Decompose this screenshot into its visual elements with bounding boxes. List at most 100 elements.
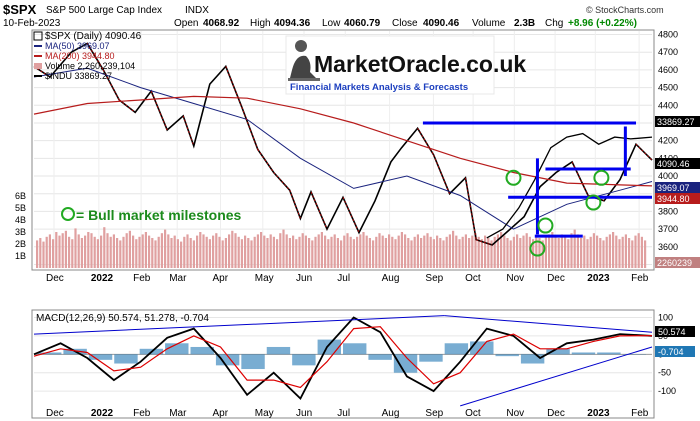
volume-bar	[423, 235, 426, 268]
price-x-tick-label: 2022	[91, 273, 114, 284]
volume-bar	[570, 233, 573, 268]
volume-bar	[557, 238, 560, 268]
macd-x-tick-label: Feb	[631, 408, 649, 419]
volume-bar	[442, 240, 445, 268]
volume-bar	[279, 233, 282, 268]
volume-bar	[247, 238, 250, 268]
legend-ma50: MA(50) 3969.07	[45, 41, 110, 51]
volume-label-box	[655, 257, 700, 268]
volume-bar	[138, 236, 141, 268]
volume-bar	[36, 240, 39, 268]
volume-bar	[346, 233, 349, 268]
header-close-value: 4090.46	[423, 18, 460, 29]
volume-bar	[87, 232, 90, 268]
volume-bar	[493, 236, 496, 268]
volume-bar	[343, 235, 346, 268]
volume-bar	[103, 227, 106, 268]
header-high-label: High	[250, 18, 271, 29]
volume-bar	[256, 234, 259, 268]
macd-hist-bar	[114, 354, 138, 364]
volume-bar	[416, 234, 419, 268]
macd-panel	[31, 309, 655, 419]
volume-bar	[432, 239, 435, 268]
volume-bar	[154, 240, 157, 268]
volume-bar	[512, 236, 515, 268]
volume-bar	[295, 239, 298, 268]
macd-x-tick-label: 2022	[91, 408, 114, 419]
volume-bar	[196, 235, 199, 268]
volume-bar	[192, 240, 195, 268]
milestone-marker	[593, 169, 610, 186]
volume-bar	[612, 232, 615, 268]
volume-bar	[477, 236, 480, 268]
volume-bar	[77, 234, 80, 268]
volume-bar	[202, 234, 205, 268]
volume-bar	[212, 235, 215, 268]
volume-bar	[388, 234, 391, 268]
macd-x-tick-label: Jun	[296, 408, 312, 419]
volume-bar	[528, 236, 531, 268]
header-low-label: Low	[322, 18, 341, 29]
volume-bar	[272, 236, 275, 268]
macd-label: 50.574	[658, 327, 686, 337]
volume-bar	[282, 229, 285, 268]
series-line-ma200	[33, 95, 653, 187]
ma50-label-box	[655, 182, 700, 193]
header-exchange: INDX	[185, 5, 209, 16]
milestone-marker	[585, 194, 602, 211]
volume-bar	[106, 233, 109, 268]
hist-label-box	[655, 346, 695, 357]
volume-bar	[644, 240, 647, 268]
volume-label: 2260239	[657, 258, 692, 268]
volume-bar	[474, 233, 477, 268]
header-credit: © StockCharts.com	[586, 5, 664, 15]
volume-bar	[596, 235, 599, 268]
volume-bar	[490, 240, 493, 268]
volume-ticks: 1B 2B 3B 4B 5B 6B	[15, 191, 26, 261]
spx-down-segment	[289, 190, 301, 219]
volume-bar	[285, 234, 288, 268]
volume-bar	[317, 234, 320, 268]
volume-bar	[525, 233, 528, 268]
volume-bar	[74, 228, 77, 268]
volume-bar	[301, 233, 304, 268]
volume-bar	[580, 238, 583, 268]
price-y-tick-label: 3800	[658, 206, 678, 216]
volume-bar	[327, 239, 330, 268]
spx-down-segment	[342, 197, 360, 233]
volume-bar	[452, 230, 455, 268]
price-x-tick-label: May	[255, 273, 274, 284]
thinker-icon	[288, 40, 320, 81]
series-line-indu	[486, 132, 653, 239]
volume-bar	[119, 240, 122, 268]
volume-bar	[276, 239, 279, 268]
macd-hist-bar	[190, 346, 214, 355]
price-y-tick-label: 3600	[658, 242, 678, 252]
volume-tick-label: 5B	[15, 203, 26, 213]
volume-bar	[621, 236, 624, 268]
macd-x-tick-label: Sep	[425, 408, 443, 419]
volume-bar	[64, 230, 67, 268]
header-high-value: 4094.36	[274, 18, 311, 29]
volume-bar	[250, 240, 253, 268]
price-x-tick-label: Oct	[465, 273, 481, 284]
price-y-tick-label: 4700	[658, 47, 678, 57]
volume-bar	[128, 230, 131, 268]
volume-bar	[506, 238, 509, 268]
volume-bar	[554, 235, 557, 268]
volume-bar	[48, 234, 51, 268]
annotations	[422, 121, 652, 257]
volume-bar	[381, 235, 384, 268]
price-x-tick-label: Dec	[547, 273, 565, 284]
macd-x-ticks: Dec 2022 Feb Mar Apr May Jun Jul Aug Sep Oct Nov Dec…	[46, 408, 649, 419]
price-x-tick-label: Nov	[506, 273, 524, 284]
header-volume-value: 2.3B	[514, 18, 535, 29]
macd-x-tick-label: Feb	[133, 408, 151, 419]
header-chg-value: +8.96 (+0.22%)	[568, 18, 637, 29]
volume-bar	[602, 240, 605, 268]
volume-bar	[599, 238, 602, 268]
spx-down-segment	[257, 149, 275, 173]
milestone-marker	[537, 217, 554, 234]
hist-label: -0.704	[658, 347, 684, 357]
